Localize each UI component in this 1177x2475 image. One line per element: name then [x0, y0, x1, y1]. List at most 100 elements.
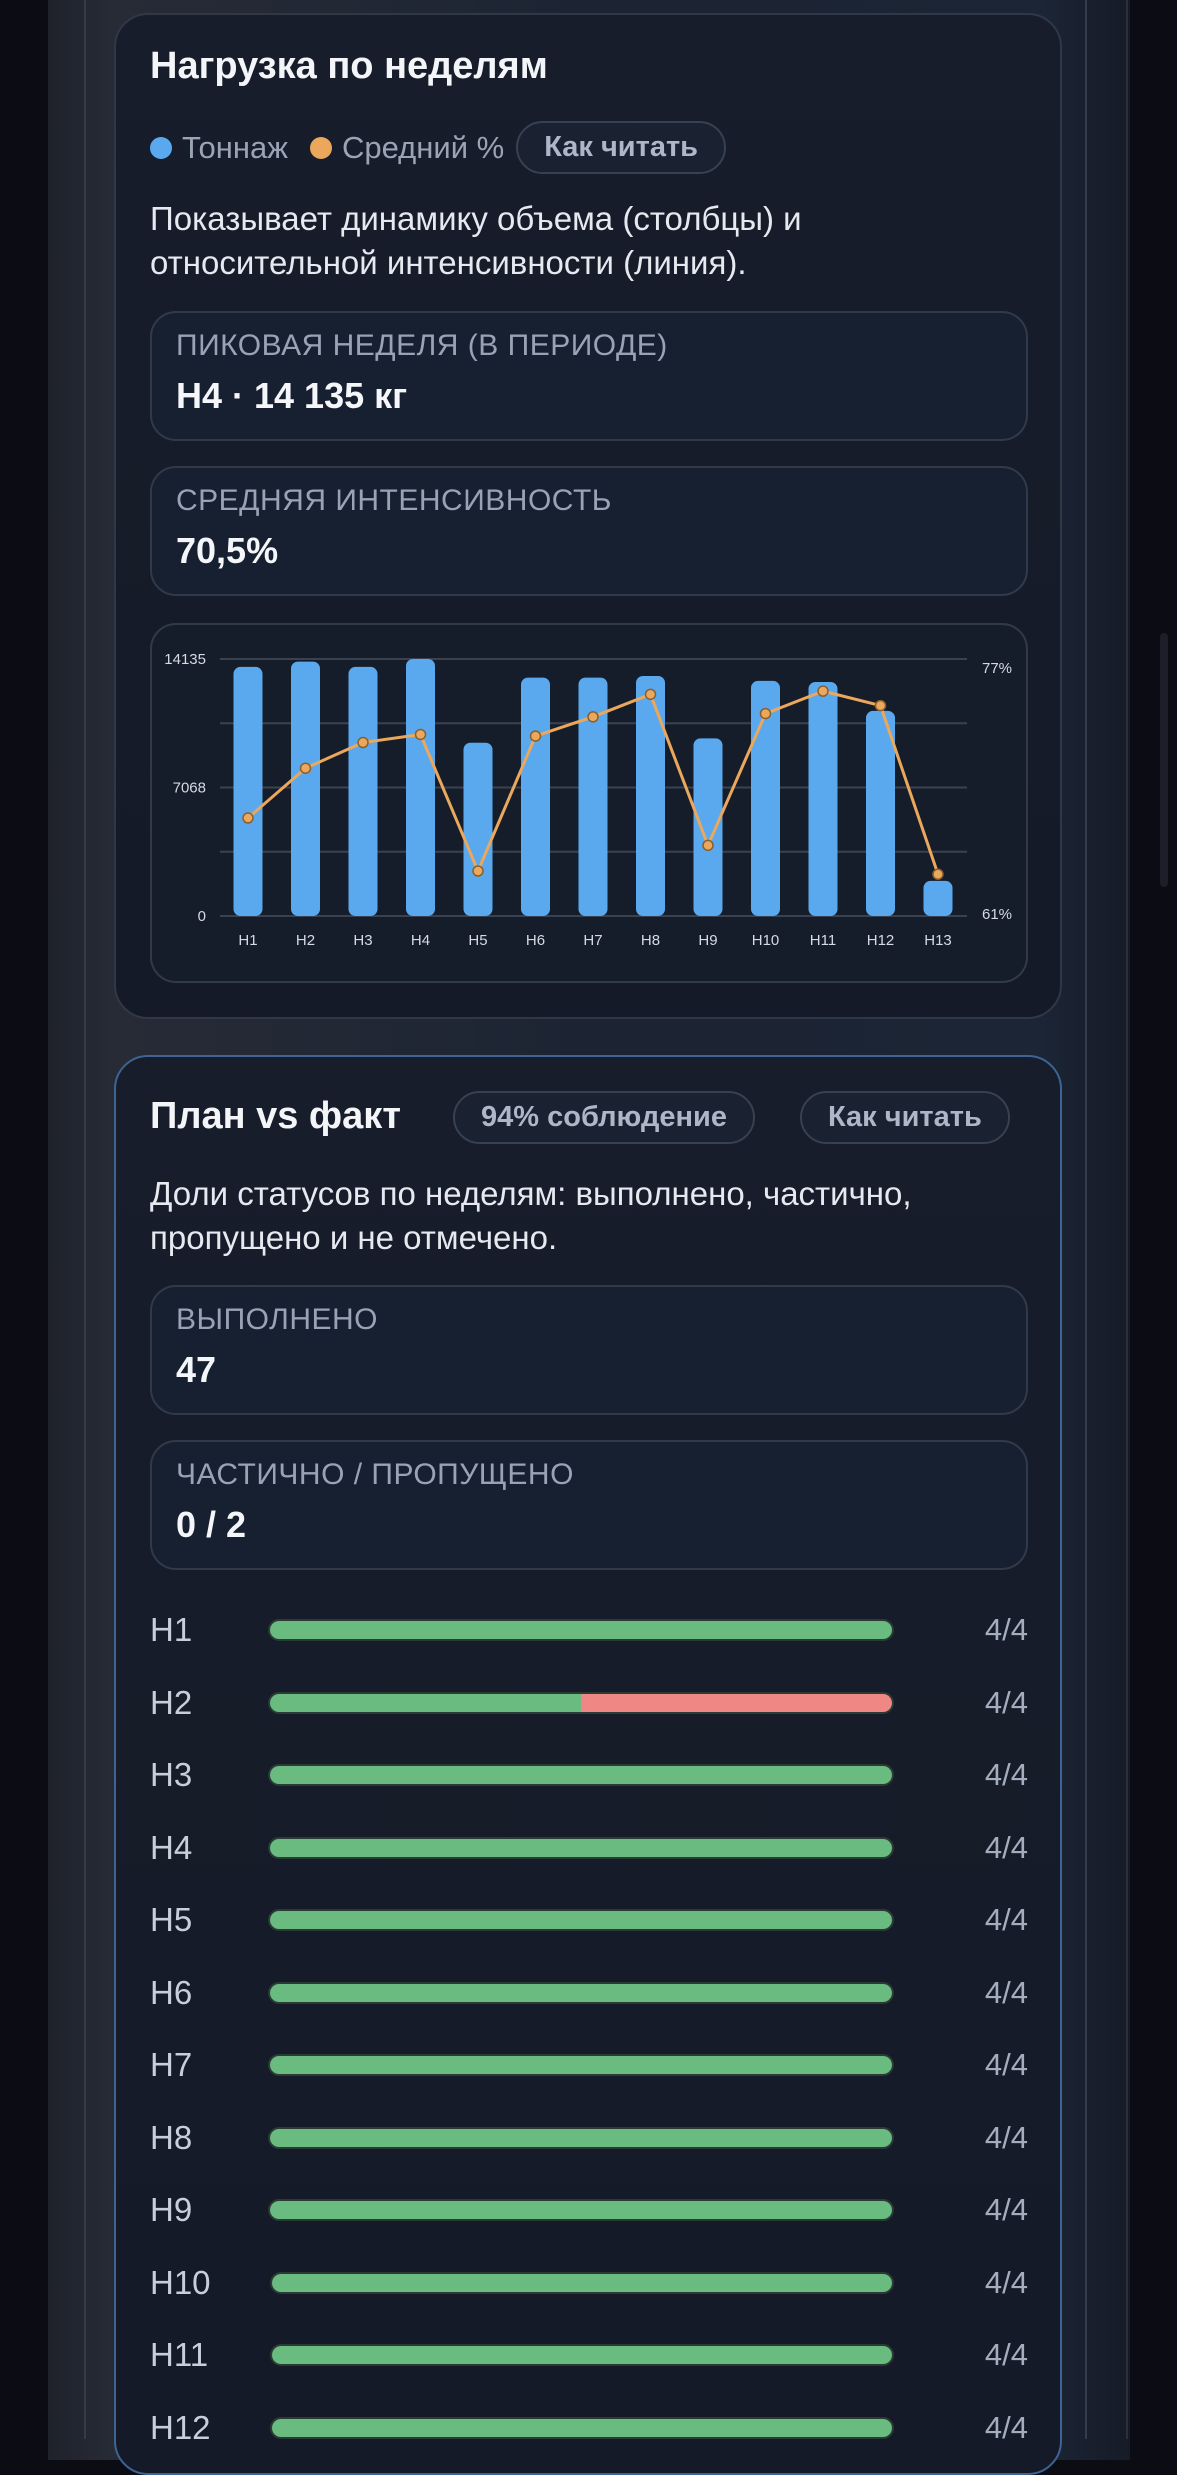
x-axis-tick: Н3 — [353, 932, 372, 949]
x-axis-tick: Н7 — [583, 932, 602, 949]
week-count: 4/4 — [984, 1902, 1028, 1937]
week-label: Н2 — [150, 1683, 193, 1721]
week-row: Н4 4/4 — [150, 1828, 1028, 1868]
status-bar — [268, 2199, 894, 2221]
x-axis-tick: Н2 — [296, 932, 315, 949]
tonnage-bar[interactable] — [521, 677, 550, 916]
done-segment — [270, 2201, 892, 2219]
done-segment — [272, 2273, 892, 2292]
status-bar — [268, 2126, 894, 2149]
week-row: Н1 4/4 — [150, 1610, 1028, 1650]
stat-label: СРЕДНЯЯ ИНТЕНСИВНОСТЬ — [176, 484, 612, 517]
intensity-point[interactable] — [472, 865, 484, 877]
week-label: Н12 — [150, 2408, 211, 2446]
week-label: Н6 — [150, 1973, 193, 2011]
y-axis-tick: 14135 — [164, 651, 206, 668]
week-row: Н5 4/4 — [150, 1900, 1028, 1940]
x-axis-tick: Н11 — [810, 932, 836, 949]
week-count: 4/4 — [984, 1612, 1028, 1647]
done-segment — [270, 2128, 892, 2147]
tonnage-bar[interactable] — [463, 742, 493, 916]
missed-segment — [581, 1693, 892, 1712]
y2-axis-tick: 77% — [982, 660, 1012, 677]
week-label: Н7 — [150, 2046, 193, 2083]
y-axis-tick: 7068 — [173, 780, 206, 797]
peak-week-stat: ПИКОВАЯ НЕДЕЛЯ (В ПЕРИОДЕ) Н4 · 14 135 к… — [150, 311, 1028, 441]
intensity-point[interactable] — [414, 728, 427, 741]
tonnage-bar[interactable] — [406, 659, 435, 916]
week-count: 4/4 — [984, 1757, 1028, 1792]
intensity-point[interactable] — [242, 812, 254, 824]
tonnage-bar[interactable] — [751, 680, 780, 916]
card-description: Доли статусов по неделям: выполнено, час… — [150, 1175, 912, 1256]
x-axis-tick: Н4 — [411, 932, 430, 949]
intensity-point[interactable] — [932, 868, 944, 880]
week-label: Н4 — [150, 1828, 193, 1866]
week-label: Н10 — [150, 2263, 211, 2301]
legend-item-intensity: Средний % — [309, 130, 504, 166]
done-segment — [270, 1983, 892, 2002]
week-count: 4/4 — [984, 2192, 1028, 2227]
tonnage-bar[interactable] — [808, 682, 838, 916]
tonnage-bar[interactable] — [866, 710, 895, 916]
intensity-point[interactable] — [529, 730, 542, 742]
done-segment — [270, 1911, 892, 1929]
how-to-read-button[interactable]: Как читать — [516, 121, 726, 174]
tonnage-bar[interactable] — [291, 661, 320, 916]
status-bar — [268, 1981, 894, 2004]
how-to-read-button[interactable]: Как читать — [800, 1091, 1010, 1144]
intensity-point[interactable] — [357, 736, 369, 749]
week-label: Н9 — [150, 2191, 193, 2228]
status-bar — [268, 2054, 894, 2076]
tonnage-bar[interactable] — [636, 676, 665, 916]
scrollbar-thumb[interactable] — [1160, 633, 1168, 887]
y2-axis-tick: 61% — [982, 906, 1012, 923]
intensity-point[interactable] — [759, 707, 772, 720]
week-row: Н6 4/4 — [150, 1973, 1028, 2013]
tonnage-bar[interactable] — [578, 677, 608, 916]
week-label: Н3 — [150, 1756, 193, 1793]
week-count: 4/4 — [984, 2264, 1028, 2300]
intensity-point[interactable] — [587, 711, 599, 723]
column-border-left — [84, 0, 86, 2439]
tonnage-bar[interactable] — [923, 880, 953, 916]
done-segment — [270, 2056, 892, 2074]
status-bar — [268, 1619, 894, 1641]
chart-legend: Тоннаж Средний % Как читать — [150, 121, 726, 174]
week-count: 4/4 — [984, 1684, 1028, 1720]
week-count: 4/4 — [984, 1974, 1028, 2010]
x-axis-tick: Н1 — [238, 932, 257, 949]
done-segment — [272, 2418, 892, 2437]
tonnage-bar[interactable] — [233, 666, 263, 916]
orange-dot-icon — [309, 136, 332, 159]
week-count: 4/4 — [984, 2337, 1028, 2372]
intensity-point[interactable] — [644, 688, 657, 701]
weekly-load-chart: 14135 7068 0 77% 61% Н1 Н2 Н3 Н4 Н5 Н6 Н7 Н8 Н9 Н10 Н11… — [150, 623, 1028, 983]
intensity-point[interactable] — [874, 699, 887, 712]
blue-dot-icon — [150, 136, 172, 159]
legend-item-tonnage: Тоннаж — [150, 130, 288, 166]
plan-vs-fact-card: План vs факт 94% соблюдение Как читать Д… — [114, 1055, 1062, 2475]
intensity-point[interactable] — [702, 839, 714, 852]
intensity-point[interactable] — [299, 762, 312, 774]
x-axis-tick: Н5 — [468, 932, 487, 949]
intensity-point[interactable] — [817, 685, 829, 697]
x-axis-tick: Н13 — [924, 932, 952, 949]
tonnage-bar[interactable] — [693, 738, 723, 916]
tonnage-bar[interactable] — [348, 666, 378, 916]
status-bar — [268, 1836, 894, 1859]
status-bar — [268, 1764, 894, 1786]
status-bar — [268, 1691, 894, 1714]
week-row: Н10 4/4 — [150, 2263, 1028, 2303]
week-label: Н8 — [150, 2118, 193, 2156]
x-axis-tick: Н6 — [526, 932, 545, 949]
x-axis-tick: Н10 — [752, 932, 780, 949]
done-segment — [270, 1838, 892, 1857]
week-row: Н11 4/4 — [150, 2335, 1028, 2375]
column-border-right — [1085, 0, 1087, 2439]
week-row: Н9 4/4 — [150, 2190, 1028, 2230]
combo-chart: 14135 7068 0 77% 61% Н1 Н2 Н3 Н4 Н5 Н6 Н7 Н8 Н9 Н10 Н11… — [164, 651, 1012, 949]
card-title: Нагрузка по неделям — [150, 45, 548, 87]
y-axis-tick: 0 — [198, 908, 206, 925]
x-axis-tick: Н8 — [641, 932, 660, 949]
